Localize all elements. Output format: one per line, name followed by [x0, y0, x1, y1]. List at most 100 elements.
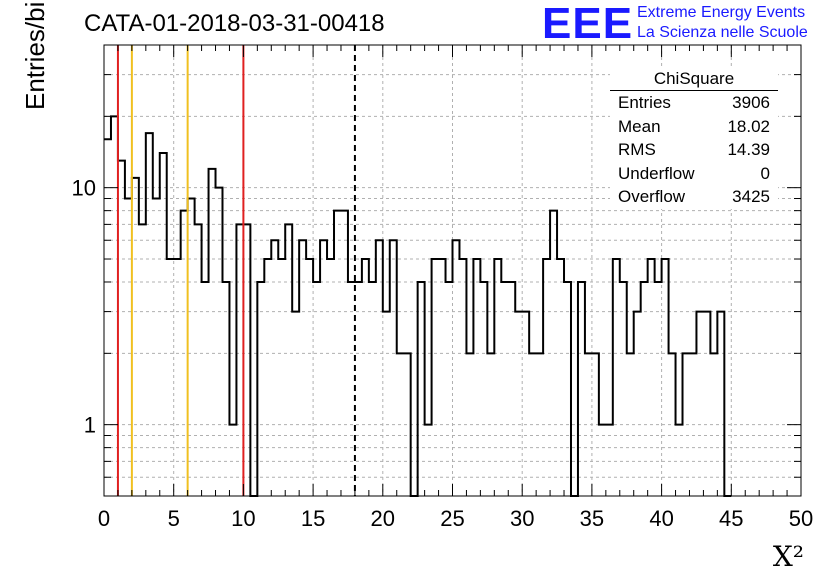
x-tick-label: 5: [168, 506, 180, 531]
stats-value: 3906: [732, 93, 770, 112]
histogram-bin: [606, 425, 613, 496]
histogram-bin: [662, 259, 669, 496]
histogram-bin: [641, 282, 648, 496]
histogram-bin: [278, 259, 285, 496]
histogram-bin: [222, 282, 229, 496]
histogram-bin: [515, 312, 522, 496]
histogram-bin: [446, 282, 453, 496]
histogram-bin: [209, 169, 216, 496]
logo-line-1: Extreme Energy Events: [637, 4, 806, 21]
stats-label: Overflow: [618, 187, 686, 206]
histogram-bin: [487, 353, 494, 496]
x-tick-label: 40: [649, 506, 673, 531]
histogram-bin: [592, 353, 599, 496]
histogram-bin: [494, 259, 501, 496]
histogram-bin: [710, 353, 717, 496]
stats-value: 0: [760, 163, 770, 183]
x-tick-label: 0: [98, 506, 110, 531]
stats-row: Underflow 0: [610, 162, 778, 186]
histogram-bin: [418, 282, 425, 496]
axis-ticks-layer: 0 5 10 15 20 25 30 35 40 45 50 1 10: [72, 45, 813, 531]
histogram-bin: [236, 224, 243, 496]
histogram-bin: [229, 425, 236, 496]
stats-value: 18.02: [727, 116, 770, 136]
histogram-bin: [202, 282, 209, 496]
histogram-bin: [585, 353, 592, 496]
histogram-bin: [648, 259, 655, 496]
histogram-bin: [439, 259, 446, 496]
stats-value: 3425: [732, 187, 770, 206]
stats-row: Overflow 3425: [610, 185, 778, 209]
stats-label: Entries: [618, 93, 671, 112]
histogram-bin: [104, 139, 111, 496]
histogram-bin: [160, 153, 167, 496]
histogram-bin: [181, 211, 188, 496]
histogram-bin: [522, 312, 529, 496]
chart-title: CATA-01-2018-03-31-00418: [84, 10, 385, 37]
y-tick-label: 10: [72, 176, 96, 201]
histogram-bin: [529, 353, 536, 496]
histogram-bin: [683, 353, 690, 496]
histogram-bin: [578, 282, 585, 496]
histogram-bin: [271, 240, 278, 496]
histogram-bin: [480, 282, 487, 496]
x-tick-label: 10: [231, 506, 255, 531]
histogram-bin: [118, 161, 125, 496]
histogram-bin: [299, 240, 306, 496]
histogram-bin: [132, 178, 139, 496]
histogram-bin: [348, 282, 355, 496]
marker-lines-layer: [116, 45, 356, 496]
histogram-bin: [466, 353, 473, 496]
histogram-bin: [453, 240, 460, 496]
histogram-bin: [459, 259, 466, 496]
histogram-bin: [669, 353, 676, 496]
stats-row: RMS 14.39: [610, 138, 778, 162]
stats-box: ChiSquare Entries 3906 Mean 18.02 RMS 14…: [610, 68, 778, 209]
histogram-bin: [383, 312, 390, 496]
histogram-bin: [264, 259, 271, 496]
histogram-bin: [564, 282, 571, 496]
histogram-bin: [355, 282, 362, 496]
histogram-bin: [599, 425, 606, 496]
histogram-bin: [425, 425, 432, 496]
histogram-bin: [188, 199, 195, 496]
histogram-bin: [139, 224, 146, 496]
histogram-bin: [717, 312, 724, 496]
histogram-bin: [703, 312, 710, 496]
histogram-bin: [676, 425, 683, 496]
histogram-bin: [146, 133, 153, 496]
histogram-bin: [313, 282, 320, 496]
histogram-bin: [125, 199, 132, 496]
histogram-bin: [362, 259, 369, 496]
stats-value: 14.39: [727, 140, 770, 159]
histogram-bin: [557, 259, 564, 496]
y-axis-label: Entries/bin: [20, 0, 50, 110]
x-tick-label: 30: [510, 506, 534, 531]
x-tick-label: 25: [440, 506, 464, 531]
histogram-bin: [341, 211, 348, 496]
x-axis-label: X²: [773, 540, 804, 572]
histogram-bin: [257, 282, 264, 496]
histogram-bin: [153, 199, 160, 496]
histogram-bin: [320, 240, 327, 496]
histogram-bin: [390, 240, 397, 496]
stats-label: RMS: [618, 140, 656, 159]
histogram-bin: [550, 211, 557, 496]
histogram-bin: [432, 259, 439, 496]
histogram-bin: [634, 312, 641, 496]
histogram-bin: [501, 282, 508, 496]
x-tick-label: 20: [371, 506, 395, 531]
histogram-bin: [696, 312, 703, 496]
histogram-bin: [689, 353, 696, 496]
stats-row: Mean 18.02: [610, 115, 778, 139]
histogram-bin: [627, 353, 634, 496]
histogram-bin: [613, 259, 620, 496]
logo-mark: EEE: [542, 0, 634, 48]
histogram-bin: [243, 224, 250, 496]
y-tick-label: 1: [84, 413, 96, 438]
histogram-bin: [167, 259, 174, 496]
histogram-bin: [536, 353, 543, 496]
x-tick-label: 50: [789, 506, 813, 531]
histogram-bin: [216, 188, 223, 496]
